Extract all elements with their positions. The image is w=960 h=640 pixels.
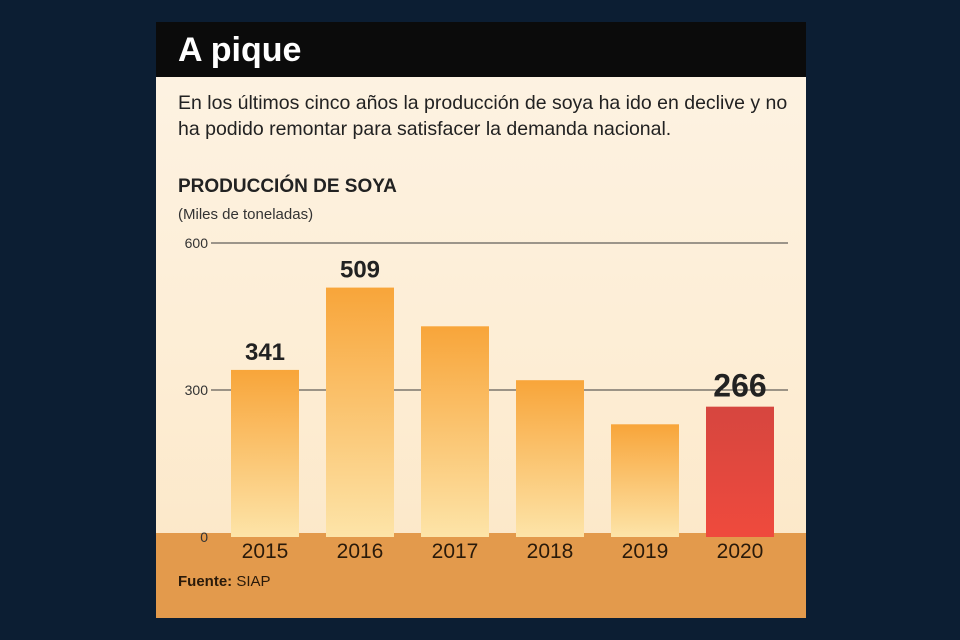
bar-value-label: 509 <box>340 257 380 284</box>
infographic-card: A pique En los últimos cinco años la pro… <box>156 22 806 618</box>
bar-value-label: 341 <box>245 339 285 366</box>
chart-title: PRODUCCIÓN DE SOYA <box>178 176 397 197</box>
x-tick-label: 2020 <box>717 540 764 563</box>
y-tick-label: 300 <box>185 382 209 398</box>
source-note: Fuente: SIAP <box>178 573 271 590</box>
bar-value-label: 266 <box>713 368 766 404</box>
x-tick-label: 2017 <box>432 540 479 563</box>
x-tick-label: 2016 <box>337 540 384 563</box>
bar-2017 <box>421 326 489 537</box>
x-tick-label: 2015 <box>242 540 289 563</box>
x-tick-label: 2018 <box>527 540 574 563</box>
bar-2016 <box>326 287 394 537</box>
bar-chart: 0 300 600 341 509 266 2015 2016 2017 2018 2019 2020 <box>185 235 788 563</box>
description-text: En los últimos cinco años la producción … <box>178 92 788 140</box>
bar-2020 <box>706 406 774 537</box>
bar-2015 <box>231 369 299 537</box>
x-tick-label: 2019 <box>622 540 669 563</box>
bar-2018 <box>516 380 584 537</box>
title-bar: A pique <box>156 22 806 77</box>
infographic-title: A pique <box>178 31 302 69</box>
source-label: Fuente: <box>178 573 233 590</box>
y-tick-label: 0 <box>200 529 208 545</box>
footer-band <box>156 533 806 618</box>
y-tick-label: 600 <box>185 235 209 251</box>
bar-2019 <box>611 424 679 537</box>
source-value: SIAP <box>236 573 271 590</box>
chart-unit: (Miles de toneladas) <box>178 206 314 223</box>
